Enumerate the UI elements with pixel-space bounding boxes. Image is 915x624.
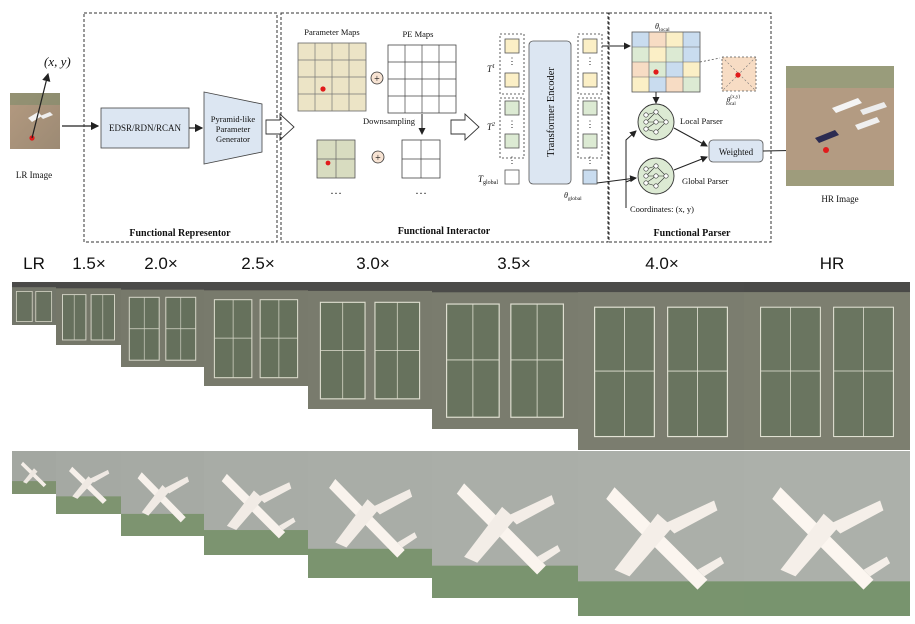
weighted-label: Weighted xyxy=(719,147,754,157)
coord-arrow xyxy=(31,72,51,139)
court-tile-3-5 xyxy=(432,282,578,429)
scale-label-4-0: 4.0× xyxy=(645,254,679,273)
token-global-label: Tglobal xyxy=(478,174,498,186)
local-param-grid xyxy=(631,31,701,93)
plane-tile-3-0 xyxy=(308,451,432,578)
generator-box xyxy=(203,91,263,165)
plane-tile-2-0 xyxy=(121,451,204,536)
plane-tile-hr xyxy=(744,451,910,616)
svg-text:+: + xyxy=(374,74,380,85)
svg-text:⋮: ⋮ xyxy=(508,56,517,66)
theta-local-xy-label: θ(x,y) local xyxy=(726,95,740,107)
token-1-label: T1 xyxy=(487,64,495,74)
parameter-map-grid xyxy=(297,42,367,112)
ellipsis-2: … xyxy=(415,183,427,197)
coord-label: (x, y) xyxy=(44,54,71,69)
transformer-label: Transformer Encoder xyxy=(546,67,557,157)
lr-image-label: LR Image xyxy=(16,170,52,180)
plane-tile-2-5 xyxy=(204,451,308,555)
court-tile-2-5 xyxy=(204,282,308,386)
plane-tile-4-0 xyxy=(578,451,744,616)
hr-image xyxy=(786,66,894,186)
court-tile-4-0 xyxy=(578,282,744,450)
svg-text:⋮: ⋮ xyxy=(508,155,517,165)
section-representor: Functional Representor xyxy=(129,228,231,239)
flow-arrow-2 xyxy=(450,112,480,142)
generator-label-3: Generator xyxy=(216,134,250,144)
encoder-label: EDSR/RDN/RCAN xyxy=(109,123,182,133)
plane-tile-3-5 xyxy=(432,451,578,598)
global-parser-label: Global Parser xyxy=(682,176,729,186)
scale-label-3-5: 3.5× xyxy=(497,254,531,273)
output-token-column xyxy=(577,33,603,185)
court-tile-lr xyxy=(12,282,56,325)
scale-label-hr: HR xyxy=(819,254,845,273)
plus-sign-1: + xyxy=(370,71,384,85)
scale-label-1-5: 1.5× xyxy=(72,254,106,273)
local-parser-mlp xyxy=(637,103,675,141)
plus-sign-2: + xyxy=(371,150,385,164)
parameter-map-small xyxy=(316,139,356,179)
court-tile-1-5 xyxy=(56,282,121,345)
court-tile-3-0 xyxy=(308,282,432,409)
generator-label-1: Pyramid-like xyxy=(211,114,256,124)
token-2-label: T2 xyxy=(487,122,495,132)
pe-map-small xyxy=(401,139,441,179)
scale-label-3-0: 3.0× xyxy=(356,254,390,273)
pe-maps-label: PE Maps xyxy=(403,29,434,39)
token-column xyxy=(499,33,525,185)
local-parser-label: Local Parser xyxy=(680,116,723,126)
interactor-box xyxy=(280,12,609,243)
plane-tile-lr xyxy=(12,451,56,494)
svg-text:⋮: ⋮ xyxy=(586,155,595,165)
parameter-maps-label: Parameter Maps xyxy=(304,27,359,37)
lr-image xyxy=(10,93,60,149)
ellipsis-1: … xyxy=(330,183,342,197)
pe-map-grid xyxy=(387,44,457,114)
svg-text:⋮: ⋮ xyxy=(586,119,595,129)
plane-tile-1-5 xyxy=(56,451,121,514)
encoder-box xyxy=(100,107,190,149)
downsampling-label: Downsampling xyxy=(363,116,416,126)
court-tile-2-0 xyxy=(121,282,204,367)
theta-global-label: θglobal xyxy=(564,191,582,202)
section-parser: Functional Parser xyxy=(654,228,731,239)
scale-label-2-5: 2.5× xyxy=(241,254,275,273)
generator-label-2: Parameter xyxy=(216,124,251,134)
svg-text:⋮: ⋮ xyxy=(586,56,595,66)
hr-image-label: HR Image xyxy=(821,194,858,204)
scale-label-lr: LR xyxy=(23,254,45,273)
flow-arrow-1 xyxy=(265,112,295,142)
svg-text:⋮: ⋮ xyxy=(508,119,517,129)
section-interactor: Functional Interactor xyxy=(398,226,491,237)
local-param-zoom xyxy=(721,56,757,92)
scale-label-2-0: 2.0× xyxy=(144,254,178,273)
global-parser-mlp xyxy=(637,157,675,195)
court-tile-hr xyxy=(744,282,910,450)
pipeline-diagram: (x, y) LR Image EDSR/RDN/RCAN Pyramid-li… xyxy=(10,12,894,243)
transformer-box xyxy=(528,40,572,185)
theta-local-label: θlocal xyxy=(655,22,670,33)
coordinates-label: Coordinates: (x, y) xyxy=(630,204,694,214)
svg-text:+: + xyxy=(375,153,381,164)
parser-box xyxy=(608,12,772,243)
